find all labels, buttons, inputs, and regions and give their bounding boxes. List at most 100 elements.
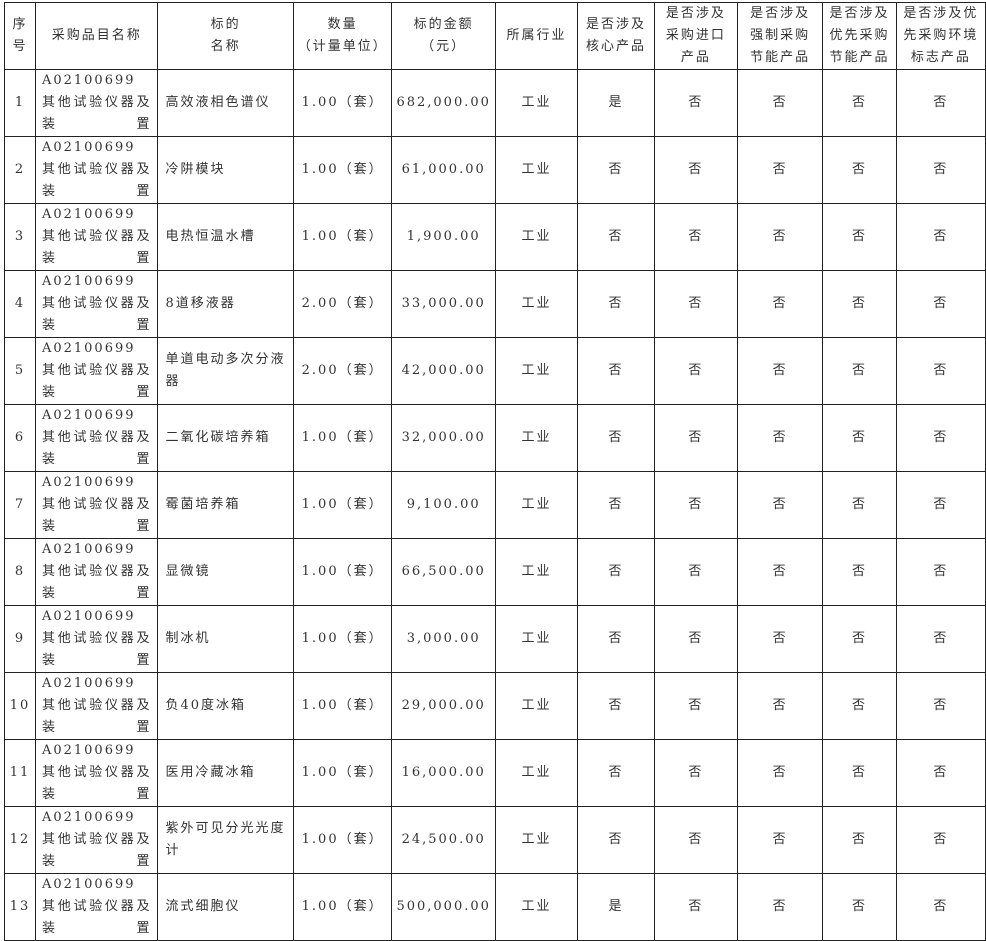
cell-category: A02100699 其他试验仪器及装置 xyxy=(34,672,159,740)
header-line: 数量 xyxy=(327,17,358,32)
cell-no: 11 xyxy=(4,739,36,807)
header-line: 产品 xyxy=(680,50,711,65)
cell-amount: 33,000.00 xyxy=(391,270,496,338)
cell-env-label: 否 xyxy=(895,136,986,204)
cell-env-label: 否 xyxy=(895,739,986,807)
cell-energy-priority: 否 xyxy=(822,806,897,874)
cell-category: A02100699 其他试验仪器及装置 xyxy=(34,471,159,539)
cell-industry: 工业 xyxy=(494,806,579,874)
cell-energy-mandatory: 否 xyxy=(736,471,824,539)
cell-env-label: 否 xyxy=(895,806,986,874)
cell-energy-priority: 否 xyxy=(822,605,897,673)
cell-category: A02100699 其他试验仪器及装置 xyxy=(34,605,159,673)
cell-category: A02100699 其他试验仪器及装置 xyxy=(34,203,159,271)
table-row: 2 A02100699 其他试验仪器及装置 冷阱模块 1.00（套） 61,000.00… xyxy=(4,136,986,204)
header-line: 核心产品 xyxy=(585,39,646,54)
cell-name: 流式细胞仪 xyxy=(157,873,294,941)
cell-energy-mandatory: 否 xyxy=(736,404,824,472)
cell-no: 9 xyxy=(4,605,36,673)
cell-import: 否 xyxy=(653,672,738,740)
header-category: 采购品目名称 xyxy=(34,2,159,70)
cell-amount: 1,900.00 xyxy=(391,203,496,271)
table-row: 4 A02100699 其他试验仪器及装置 8道移液器 2.00（套） 33,000.0… xyxy=(4,270,986,338)
cell-industry: 工业 xyxy=(494,873,579,941)
cell-energy-priority: 否 xyxy=(822,337,897,405)
cell-industry: 工业 xyxy=(494,203,579,271)
header-line: 优先采购 xyxy=(829,28,890,43)
cell-energy-priority: 否 xyxy=(822,471,897,539)
cell-amount: 24,500.00 xyxy=(391,806,496,874)
cell-energy-mandatory: 否 xyxy=(736,270,824,338)
cell-energy-mandatory: 否 xyxy=(736,739,824,807)
table-row: 10 A02100699 其他试验仪器及装置 负40度冰箱 1.00（套） 29,000… xyxy=(4,672,986,740)
cell-amount: 66,500.00 xyxy=(391,538,496,606)
header-line: 序 xyxy=(12,17,28,32)
cell-energy-priority: 否 xyxy=(822,672,897,740)
cell-qty: 1.00（套） xyxy=(292,538,393,606)
cell-import: 否 xyxy=(653,136,738,204)
cell-core: 是 xyxy=(577,69,655,137)
table-row: 1 A02100699 其他试验仪器及装置 高效液相色谱仪 1.00（套） 682,00… xyxy=(4,69,986,137)
cell-energy-mandatory: 否 xyxy=(736,672,824,740)
cell-core: 是 xyxy=(577,873,655,941)
cell-no: 6 xyxy=(4,404,36,472)
cell-qty: 1.00（套） xyxy=(292,873,393,941)
header-line: 节能产品 xyxy=(829,50,890,65)
header-environmental-label: 是否涉及优 先采购环境 标志产品 xyxy=(895,2,986,70)
table-row: 3 A02100699 其他试验仪器及装置 电热恒温水槽 1.00（套） 1,900.0… xyxy=(4,203,986,271)
cell-import: 否 xyxy=(653,471,738,539)
cell-category: A02100699 其他试验仪器及装置 xyxy=(34,337,159,405)
cell-name: 显微镜 xyxy=(157,538,294,606)
table-row: 5 A02100699 其他试验仪器及装置 单道电动多次分液器 2.00（套） 42,0… xyxy=(4,337,986,405)
cell-energy-priority: 否 xyxy=(822,136,897,204)
cell-core: 否 xyxy=(577,739,655,807)
cell-env-label: 否 xyxy=(895,404,986,472)
cell-name: 8道移液器 xyxy=(157,270,294,338)
cell-category: A02100699 其他试验仪器及装置 xyxy=(34,806,159,874)
cell-name: 霉菌培养箱 xyxy=(157,471,294,539)
cell-energy-priority: 否 xyxy=(822,538,897,606)
cell-import: 否 xyxy=(653,806,738,874)
cell-env-label: 否 xyxy=(895,69,986,137)
cell-qty: 1.00（套） xyxy=(292,605,393,673)
cell-qty: 1.00（套） xyxy=(292,806,393,874)
cell-category: A02100699 其他试验仪器及装置 xyxy=(34,739,159,807)
header-label: 标的金额（元） xyxy=(413,17,474,54)
header-line: 先采购环境 xyxy=(903,28,979,43)
header-line: 采购品目名称 xyxy=(51,28,142,43)
cell-no: 12 xyxy=(4,806,36,874)
cell-industry: 工业 xyxy=(494,404,579,472)
cell-amount: 9,100.00 xyxy=(391,471,496,539)
cell-env-label: 否 xyxy=(895,471,986,539)
cell-industry: 工业 xyxy=(494,136,579,204)
table-row: 7 A02100699 其他试验仪器及装置 霉菌培养箱 1.00（套） 9,100.00… xyxy=(4,471,986,539)
cell-no: 4 xyxy=(4,270,36,338)
cell-core: 否 xyxy=(577,538,655,606)
header-line: 是否涉及 xyxy=(665,6,726,21)
cell-env-label: 否 xyxy=(895,337,986,405)
cell-category: A02100699 其他试验仪器及装置 xyxy=(34,404,159,472)
cell-qty: 1.00（套） xyxy=(292,203,393,271)
table-row: 9 A02100699 其他试验仪器及装置 制冰机 1.00（套） 3,000.00 工业… xyxy=(4,605,986,673)
cell-import: 否 xyxy=(653,404,738,472)
cell-amount: 682,000.00 xyxy=(391,69,496,137)
cell-industry: 工业 xyxy=(494,69,579,137)
cell-category: A02100699 其他试验仪器及装置 xyxy=(34,69,159,137)
cell-no: 8 xyxy=(4,538,36,606)
cell-energy-mandatory: 否 xyxy=(736,806,824,874)
cell-amount: 16,000.00 xyxy=(391,739,496,807)
header-no: 序号 xyxy=(4,2,36,70)
header-label: 标的名称 xyxy=(210,17,241,54)
cell-name: 负40度冰箱 xyxy=(157,672,294,740)
header-line: 是否涉及 xyxy=(585,17,646,32)
header-line: 是否涉及 xyxy=(750,6,811,21)
cell-amount: 29,000.00 xyxy=(391,672,496,740)
cell-industry: 工业 xyxy=(494,672,579,740)
cell-env-label: 否 xyxy=(895,203,986,271)
cell-core: 否 xyxy=(577,203,655,271)
cell-industry: 工业 xyxy=(494,739,579,807)
cell-qty: 1.00（套） xyxy=(292,136,393,204)
header-core-product: 是否涉及 核心产品 xyxy=(577,2,655,70)
cell-category: A02100699 其他试验仪器及装置 xyxy=(34,136,159,204)
cell-name: 紫外可见分光光度计 xyxy=(157,806,294,874)
